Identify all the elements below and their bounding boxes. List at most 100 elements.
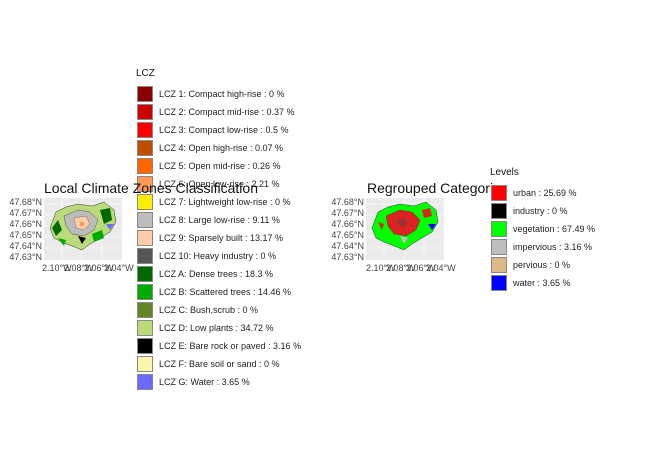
legend-item: LCZ F: Bare soil or sand : 0 % (137, 355, 280, 373)
lat-tick: 47.64°N (9, 241, 42, 251)
legend-label: LCZ 9: Sparsely built : 13.17 % (159, 233, 284, 243)
lat-tick: 47.63°N (9, 252, 42, 262)
legend-item: LCZ 6: Open low-rise : 2.21 % (137, 175, 280, 193)
legend-item: LCZ G: Water : 3.65 % (137, 373, 250, 391)
regroup-map (366, 198, 444, 260)
legend-swatch (137, 338, 153, 354)
legend-swatch (137, 320, 153, 336)
legend-item: LCZ 9: Sparsely built : 13.17 % (137, 229, 283, 247)
legend-label: impervious : 3.16 % (513, 242, 593, 252)
legend-swatch (137, 356, 153, 372)
legend-item: LCZ 1: Compact high-rise : 0 % (137, 85, 285, 103)
legend-label: LCZ G: Water : 3.65 % (159, 377, 250, 387)
legend-swatch (137, 302, 153, 318)
legend-swatch (137, 284, 153, 300)
lcz-legend: LCZ LCZ 1: Compact high-rise : 0 % LCZ 2:… (136, 68, 336, 398)
legend-label: water : 3.65 % (513, 278, 571, 288)
lat-tick: 47.64°N (331, 241, 364, 251)
legend-item: industry : 0 % (491, 202, 568, 220)
legend-swatch (137, 104, 153, 120)
legend-item: LCZ C: Bush,scrub : 0 % (137, 301, 258, 319)
legend-item: LCZ 10: Heavy industry : 0 % (137, 247, 276, 265)
legend-item: LCZ A: Dense trees : 18.3 % (137, 265, 273, 283)
legend-item: water : 3.65 % (491, 274, 571, 292)
legend-label: LCZ 6: Open low-rise : 2.21 % (159, 179, 280, 189)
legend-swatch (491, 275, 507, 291)
lon-tick: 2.08°W (64, 263, 94, 273)
legend-swatch (137, 230, 153, 246)
lat-tick: 47.63°N (331, 252, 364, 262)
legend-item: LCZ D: Low plants : 34.72 % (137, 319, 274, 337)
lcz-map-title: Local Climate Zones Classification (44, 180, 258, 196)
lon-tick: 2.10°W (42, 263, 72, 273)
legend-swatch (137, 194, 153, 210)
legend-item: LCZ 5: Open mid-rise : 0.26 % (137, 157, 281, 175)
lat-tick: 47.66°N (331, 219, 364, 229)
legend-label: LCZ E: Bare rock or paved : 3.16 % (159, 341, 302, 351)
lat-tick: 47.68°N (331, 197, 364, 207)
legend-swatch (491, 221, 507, 237)
legend-label: LCZ A: Dense trees : 18.3 % (159, 269, 274, 279)
legend-item: pervious : 0 % (491, 256, 570, 274)
lat-tick: 47.68°N (9, 197, 42, 207)
legend-label: LCZ 7: Lightweight low-rise : 0 % (159, 197, 291, 207)
legend-label: LCZ 10: Heavy industry : 0 % (159, 251, 277, 261)
legend-item: impervious : 3.16 % (491, 238, 592, 256)
lon-tick: 2.10°W (366, 263, 396, 273)
lon-tick: 2.06°W (84, 263, 114, 273)
legend-swatch (137, 248, 153, 264)
legend-label: pervious : 0 % (513, 260, 571, 270)
legend-label: LCZ 8: Large low-rise : 9.11 % (159, 215, 280, 225)
legend-swatch (137, 374, 153, 390)
legend-item: LCZ 2: Compact mid-rise : 0.37 % (137, 103, 295, 121)
regroup-legend: Levels urban : 25.69 % industry : 0 % vege… (490, 167, 640, 297)
legend-label: LCZ B: Scattered trees : 14.46 % (159, 287, 292, 297)
lon-tick: 2.04°W (104, 263, 134, 273)
legend-swatch (137, 266, 153, 282)
legend-label: industry : 0 % (513, 206, 568, 216)
lat-tick: 47.66°N (9, 219, 42, 229)
legend-label: LCZ F: Bare soil or sand : 0 % (159, 359, 280, 369)
legend-item: LCZ 4: Open high-rise : 0.07 % (137, 139, 283, 157)
legend-item: urban : 25.69 % (491, 184, 577, 202)
legend-swatch (491, 185, 507, 201)
regroup-lat-axis: 47.68°N 47.67°N 47.66°N 47.65°N 47.64°N … (328, 197, 364, 263)
regroup-map-panel: 47.68°N 47.67°N 47.66°N 47.65°N 47.64°N … (322, 190, 462, 280)
legend-item: LCZ 8: Large low-rise : 9.11 % (137, 211, 280, 229)
legend-swatch (137, 86, 153, 102)
lcz-map-panel: 47.68°N 47.67°N 47.66°N 47.65°N 47.64°N … (0, 0, 140, 280)
legend-label: LCZ 5: Open mid-rise : 0.26 % (159, 161, 281, 171)
legend-label: urban : 25.69 % (513, 188, 577, 198)
lat-tick: 47.67°N (331, 208, 364, 218)
legend-label: LCZ D: Low plants : 34.72 % (159, 323, 274, 333)
legend-label: LCZ C: Bush,scrub : 0 % (159, 305, 259, 315)
legend-item: LCZ E: Bare rock or paved : 3.16 % (137, 337, 301, 355)
legend-swatch (137, 212, 153, 228)
legend-label: vegetation : 67.49 % (513, 224, 596, 234)
legend-label: LCZ 2: Compact mid-rise : 0.37 % (159, 107, 295, 117)
lat-tick: 47.65°N (331, 230, 364, 240)
lat-tick: 47.67°N (9, 208, 42, 218)
legend-item: LCZ B: Scattered trees : 14.46 % (137, 283, 291, 301)
lon-tick: 2.08°W (386, 263, 416, 273)
legend-item: LCZ 7: Lightweight low-rise : 0 % (137, 193, 291, 211)
legend-label: LCZ 3: Compact low-rise : 0.5 % (159, 125, 289, 135)
regroup-legend-title: Levels (490, 167, 519, 178)
legend-swatch (491, 239, 507, 255)
legend-swatch (137, 140, 153, 156)
lcz-map (44, 198, 122, 260)
lcz-legend-title: LCZ (136, 68, 155, 79)
legend-swatch (137, 122, 153, 138)
legend-swatch (491, 203, 507, 219)
legend-label: LCZ 1: Compact high-rise : 0 % (159, 89, 285, 99)
legend-item: vegetation : 67.49 % (491, 220, 595, 238)
legend-swatch (137, 158, 153, 174)
legend-swatch (491, 257, 507, 273)
lcz-lat-axis: 47.68°N 47.67°N 47.66°N 47.65°N 47.64°N … (6, 197, 42, 263)
legend-item: LCZ 3: Compact low-rise : 0.5 % (137, 121, 289, 139)
legend-label: LCZ 4: Open high-rise : 0.07 % (159, 143, 284, 153)
lon-tick: 2.06°W (406, 263, 436, 273)
legend-swatch (137, 176, 153, 192)
lat-tick: 47.65°N (9, 230, 42, 240)
lon-tick: 2.04°W (426, 263, 456, 273)
